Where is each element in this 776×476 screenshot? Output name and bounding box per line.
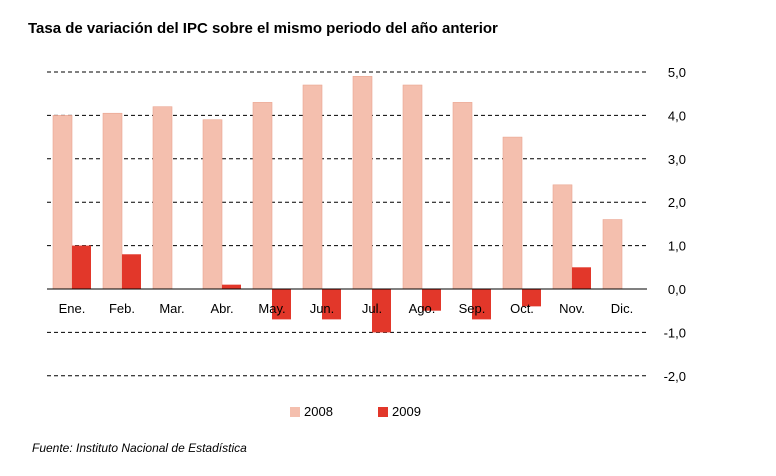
y-tick-label: 4,0 xyxy=(668,108,686,123)
x-tick-label: Abr. xyxy=(210,301,233,316)
bar-2009 xyxy=(372,289,391,333)
bar-2008 xyxy=(52,115,73,290)
bar-2009 xyxy=(272,289,291,320)
legend-item-2009: 2009 xyxy=(378,404,421,419)
bar-2008 xyxy=(452,102,473,290)
legend-label-2008: 2008 xyxy=(304,404,333,419)
bar-2008 xyxy=(302,84,323,290)
y-tick-label: 0,0 xyxy=(668,282,686,297)
bar-2008 xyxy=(352,76,373,290)
y-tick-label: -2,0 xyxy=(664,369,686,384)
x-tick-label: Ago. xyxy=(409,301,436,316)
bar-2008 xyxy=(552,184,573,290)
x-tick-label: Feb. xyxy=(109,301,135,316)
x-tick-label: Jun. xyxy=(310,301,335,316)
legend-swatch-2008 xyxy=(290,406,300,417)
bar-2008 xyxy=(252,102,273,290)
x-tick-label: Oct. xyxy=(510,301,534,316)
chart-legend: 2008 2009 xyxy=(0,404,776,424)
y-tick-label: 5,0 xyxy=(668,65,686,80)
bar-2009 xyxy=(122,254,141,289)
bar-2009 xyxy=(522,289,541,307)
bar-2009 xyxy=(72,245,91,289)
bar-2008 xyxy=(402,84,423,290)
legend-label-2009: 2009 xyxy=(392,404,421,419)
legend-item-2008: 2008 xyxy=(290,404,333,419)
bar-2009 xyxy=(422,289,441,311)
x-tick-label: Sep. xyxy=(459,301,486,316)
chart-title: Tasa de variación del IPC sobre el mismo… xyxy=(28,20,498,37)
bar-2008 xyxy=(202,119,223,290)
source-note: Fuente: Instituto Nacional de Estadístic… xyxy=(32,441,247,455)
bar-2009 xyxy=(472,289,491,320)
y-tick-label: 1,0 xyxy=(668,239,686,254)
bar-2009 xyxy=(322,289,341,320)
x-tick-label: Dic. xyxy=(611,301,633,316)
bar-2008 xyxy=(602,219,623,290)
x-tick-label: Jul. xyxy=(362,301,382,316)
bar-2009 xyxy=(222,284,241,289)
x-tick-label: Mar. xyxy=(159,301,184,316)
x-tick-label: Nov. xyxy=(559,301,585,316)
bar-2008 xyxy=(102,112,123,290)
bar-2009 xyxy=(572,267,591,289)
legend-swatch-2009 xyxy=(378,406,388,417)
x-tick-label: May. xyxy=(258,301,285,316)
bar-2008 xyxy=(152,106,173,290)
y-tick-label: 2,0 xyxy=(668,195,686,210)
x-tick-label: Ene. xyxy=(59,301,86,316)
bar-2008 xyxy=(502,136,523,290)
bar-chart: 5,0 4,0 3,0 2,0 1,0 0,0 -1,0 -2,0 Ene. Feb. Mar. Ab… xyxy=(47,65,686,384)
y-tick-label: -1,0 xyxy=(664,325,686,340)
y-tick-label: 3,0 xyxy=(668,152,686,167)
